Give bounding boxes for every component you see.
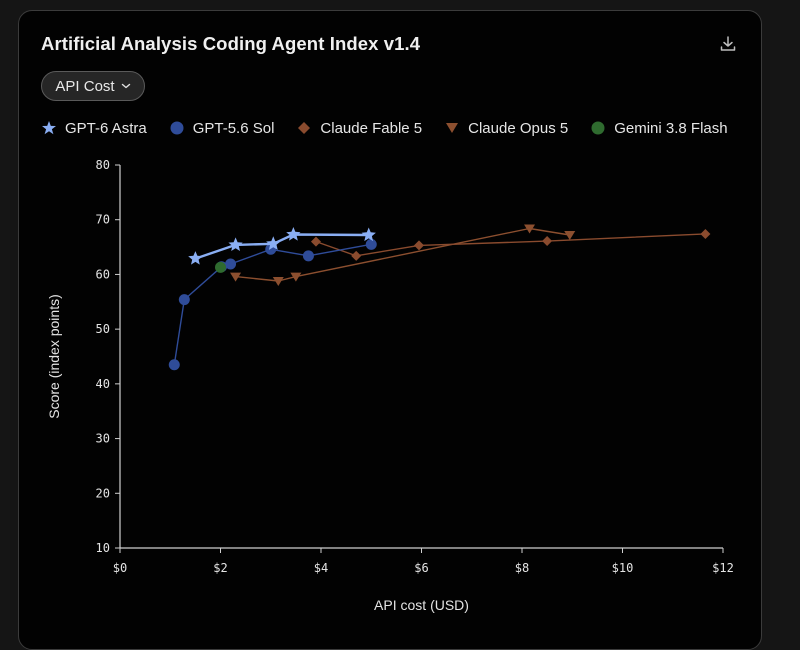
- data-point-star[interactable]: [286, 227, 301, 241]
- data-point-triangle[interactable]: [230, 272, 242, 282]
- triangle-down-marker-icon: [446, 123, 459, 133]
- y-tick-label: 50: [96, 322, 110, 336]
- data-point-star[interactable]: [361, 227, 376, 242]
- data-point-diamond[interactable]: [310, 236, 321, 247]
- legend-item-claude-fable-5[interactable]: Claude Fable 5: [296, 120, 422, 137]
- x-tick-label: $6: [414, 561, 428, 575]
- y-tick-label: 60: [96, 267, 110, 281]
- y-tick-label: 20: [96, 486, 110, 500]
- data-point-circle[interactable]: [302, 250, 314, 262]
- data-point-diamond[interactable]: [700, 228, 711, 239]
- scatter-chart: 10 20 30 40 50 60 70 80 $0 $2 $4 $6 $8 $10 $12 API cost…: [46, 158, 734, 613]
- chart-legend: GPT-6 Astra GPT-5.6 Sol Claude Fable 5 C…: [41, 117, 728, 139]
- data-point-triangle[interactable]: [272, 276, 284, 286]
- data-point-star[interactable]: [188, 251, 203, 265]
- series-claude-fable-5: [310, 228, 711, 261]
- x-tick-label: $2: [213, 561, 227, 575]
- data-point-diamond[interactable]: [351, 250, 362, 261]
- x-tick-label: $10: [612, 561, 634, 575]
- data-point-star[interactable]: [266, 236, 281, 250]
- y-tick-label: 40: [96, 377, 110, 391]
- series-gemini-3-8-flash: [215, 261, 226, 273]
- data-point-triangle[interactable]: [290, 272, 302, 282]
- y-tick-label: 30: [96, 432, 110, 446]
- y-tick-label: 80: [96, 158, 110, 172]
- series-gpt-5-6-sol: [168, 238, 377, 371]
- data-point-circle[interactable]: [168, 359, 180, 371]
- legend-label: Claude Fable 5: [320, 119, 423, 137]
- data-point-circle[interactable]: [225, 258, 237, 270]
- chevron-down-icon: [121, 83, 130, 89]
- y-tick-label: 70: [96, 213, 110, 227]
- series-claude-opus-5: [230, 224, 576, 286]
- x-tick-label: $12: [712, 561, 734, 575]
- data-point-diamond[interactable]: [542, 236, 553, 247]
- data-point-triangle[interactable]: [564, 231, 576, 241]
- chart-title: Artificial Analysis Coding Agent Index v…: [41, 33, 421, 54]
- data-point-star[interactable]: [228, 237, 243, 251]
- x-tick-label: $8: [515, 561, 529, 575]
- data-point-circle[interactable]: [365, 238, 377, 250]
- diamond-marker-icon: [298, 122, 311, 134]
- y-axis-label: Score (index points): [46, 294, 62, 419]
- legend-item-claude-opus-5[interactable]: Claude Opus 5: [444, 120, 568, 137]
- metric-dropdown[interactable]: API Cost: [41, 71, 145, 101]
- x-tick-label: $0: [113, 561, 127, 575]
- legend-label: Gemini 3.8 Flash: [614, 119, 728, 137]
- chart-series: [168, 224, 711, 371]
- legend-item-gemini-3-8-flash[interactable]: Gemini 3.8 Flash: [590, 119, 728, 137]
- series-gpt-6-astra: [188, 227, 376, 265]
- metric-dropdown-label: API Cost: [55, 77, 115, 95]
- chart-card: Artificial Analysis Coding Agent Index v…: [18, 10, 762, 650]
- x-tick-label: $4: [314, 561, 328, 575]
- data-point-diamond[interactable]: [413, 240, 424, 251]
- circle-marker-icon: [170, 121, 184, 135]
- x-axis-label: API cost (USD): [374, 597, 469, 613]
- legend-label: Claude Opus 5: [468, 119, 569, 137]
- series-line: [173, 243, 372, 365]
- data-point-circle[interactable]: [215, 261, 226, 273]
- star-marker-icon: [42, 121, 56, 135]
- legend-label: GPT-5.6 Sol: [192, 119, 275, 137]
- legend-item-gpt-6-astra[interactable]: GPT-6 Astra: [41, 120, 147, 137]
- y-tick-label: 10: [96, 541, 110, 555]
- data-point-circle[interactable]: [178, 294, 190, 306]
- legend-label: GPT-6 Astra: [65, 119, 147, 137]
- circle-marker-icon: [591, 121, 605, 135]
- download-icon[interactable]: [719, 35, 737, 53]
- legend-item-gpt-5-6-sol[interactable]: GPT-5.6 Sol: [169, 119, 275, 137]
- data-point-triangle[interactable]: [524, 224, 536, 234]
- series-line: [195, 233, 369, 260]
- axes: 10 20 30 40 50 60 70 80 $0 $2 $4 $6 $8 $10 $12 API cost…: [46, 158, 734, 613]
- series-line: [235, 227, 570, 282]
